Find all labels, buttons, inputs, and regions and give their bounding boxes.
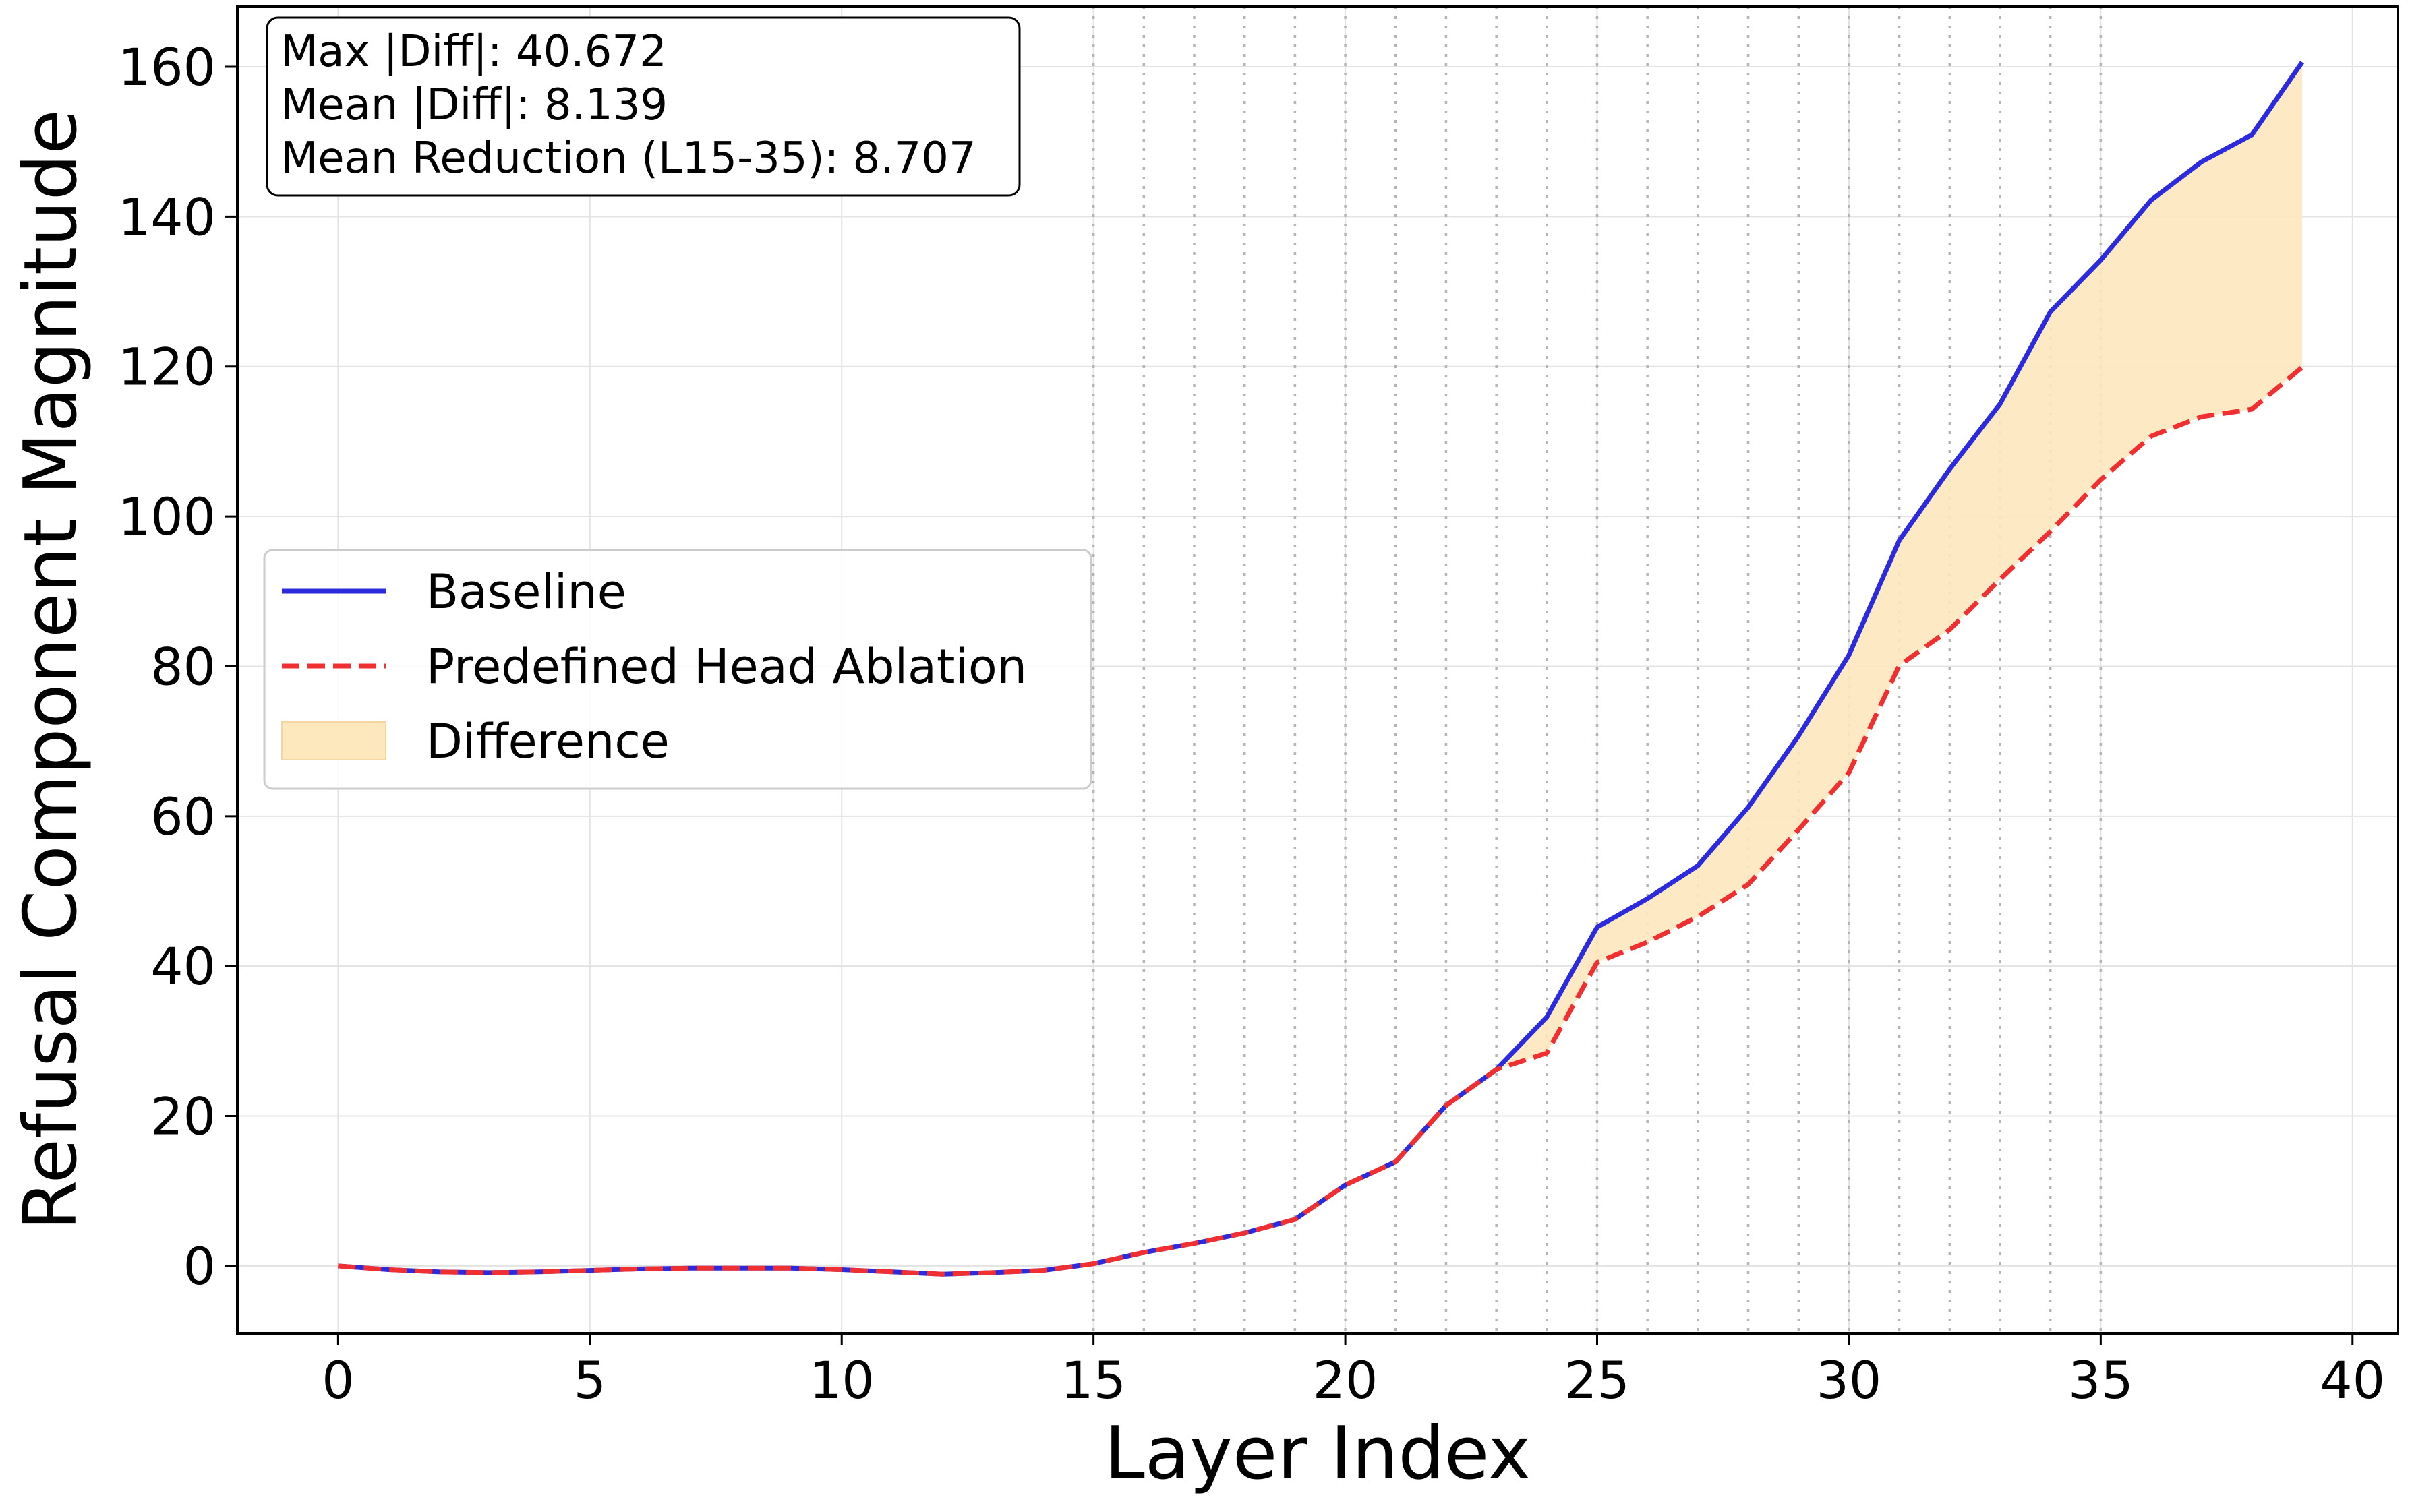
y-axis-title: Refusal Component Magnitude	[9, 109, 93, 1230]
stats-max-diff: Max |Diff|: 40.672	[281, 27, 667, 77]
x-tick-label: 10	[809, 1350, 875, 1410]
x-tick-label: 15	[1061, 1350, 1126, 1410]
plot-frame	[236, 5, 2399, 1335]
y-tick-label: 80	[150, 636, 216, 696]
y-tick-label: 20	[150, 1087, 216, 1147]
legend-swatch-difference	[281, 721, 386, 760]
x-tick-label: 0	[322, 1350, 354, 1410]
y-tick-label: 140	[118, 187, 216, 247]
stats-mean-diff: Mean |Diff|: 8.139	[281, 80, 668, 130]
series-line-baseline	[338, 61, 2304, 1277]
grid	[237, 7, 2398, 1333]
y-tick-label: 40	[150, 936, 216, 996]
legend: Baseline Predefined Head Ablation Differ…	[263, 549, 1092, 790]
legend-frame	[263, 549, 1092, 790]
axis-ticks: 0 5 10 15 20 25 30 35 40 0 20 40 60 80 100 120 140 160	[118, 37, 2385, 1410]
series-line-ablation	[338, 365, 2304, 1277]
x-tick-label: 35	[2068, 1350, 2134, 1410]
legend-label-baseline: Baseline	[426, 564, 626, 619]
series-lines	[338, 61, 2304, 1277]
x-tick-label: 20	[1313, 1350, 1378, 1410]
stats-box: Max |Diff|: 40.672 Mean |Diff|: 8.139 Me…	[266, 16, 1021, 197]
y-tick-label: 120	[118, 337, 216, 397]
legend-label-ablation: Predefined Head Ablation	[426, 639, 1027, 694]
y-tick-label: 100	[118, 487, 216, 547]
x-tick-label: 40	[2320, 1350, 2385, 1410]
y-tick-label: 60	[150, 787, 216, 847]
x-tick-label: 5	[574, 1350, 606, 1410]
x-tick-label: 30	[1817, 1350, 1882, 1410]
y-tick-label: 160	[118, 37, 216, 97]
x-tick-label: 25	[1564, 1350, 1630, 1410]
x-axis-title: Layer Index	[1105, 1412, 1531, 1496]
legend-label-difference: Difference	[426, 714, 670, 769]
stats-box-frame	[266, 16, 1021, 197]
layer-markers	[1092, 7, 2103, 1333]
y-tick-label: 0	[183, 1236, 216, 1296]
stats-mean-reduction: Mean Reduction (L15-35): 8.707	[281, 133, 976, 183]
